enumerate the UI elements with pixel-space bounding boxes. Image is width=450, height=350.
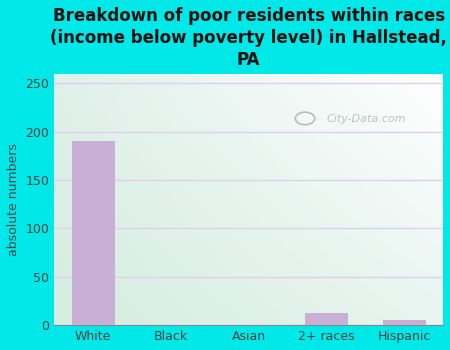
Bar — [383, 320, 426, 325]
Bar — [305, 313, 348, 325]
Y-axis label: absolute numbers: absolute numbers — [7, 143, 20, 256]
Title: Breakdown of poor residents within races
(income below poverty level) in Hallste: Breakdown of poor residents within races… — [50, 7, 447, 69]
Bar — [72, 141, 114, 325]
Text: City-Data.com: City-Data.com — [326, 114, 406, 124]
